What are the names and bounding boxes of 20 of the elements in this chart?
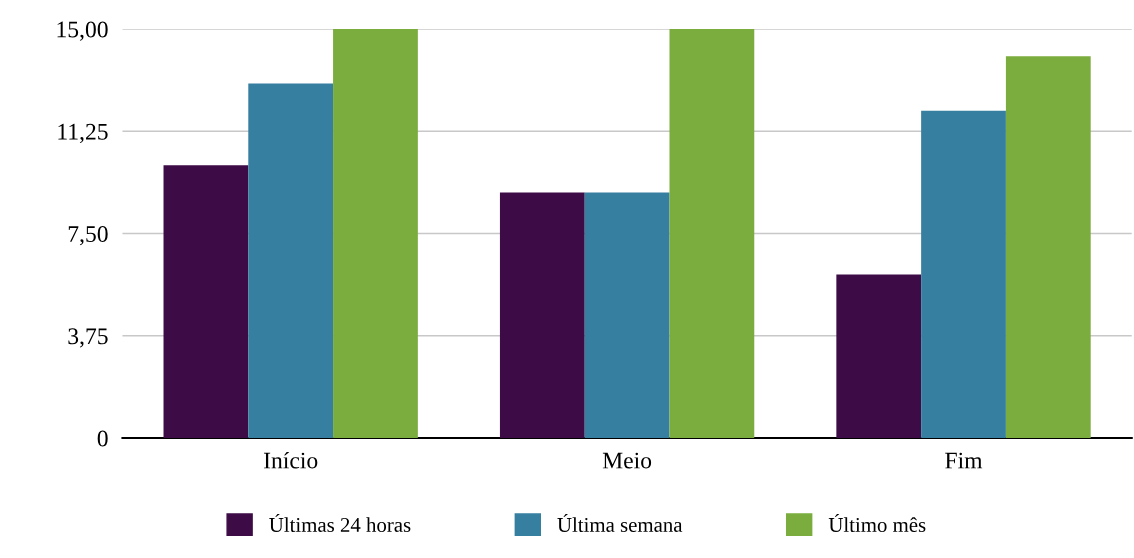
legend-label: Últimas 24 horas <box>269 513 411 532</box>
bar <box>333 29 418 439</box>
bar <box>1005 56 1091 439</box>
bar <box>499 192 585 439</box>
bar <box>248 83 334 439</box>
legend-label: Última semana <box>557 513 683 532</box>
y-tick-label: 11,25 <box>58 123 108 144</box>
x-tick-label: Meio <box>602 452 652 469</box>
y-tick-label: 15,00 <box>57 21 108 41</box>
legend-label: Último mês <box>828 513 926 532</box>
y-tick-label: 3,75 <box>68 328 108 348</box>
bar <box>921 110 1006 439</box>
x-tick-label: Fim <box>945 452 983 469</box>
y-tick-label: 7,50 <box>68 226 108 246</box>
bar <box>836 274 922 439</box>
y-tick-label: 0 <box>97 430 108 447</box>
bar <box>163 165 249 439</box>
bar <box>669 29 755 439</box>
bar <box>584 192 670 439</box>
x-tick-label: Início <box>264 451 318 469</box>
